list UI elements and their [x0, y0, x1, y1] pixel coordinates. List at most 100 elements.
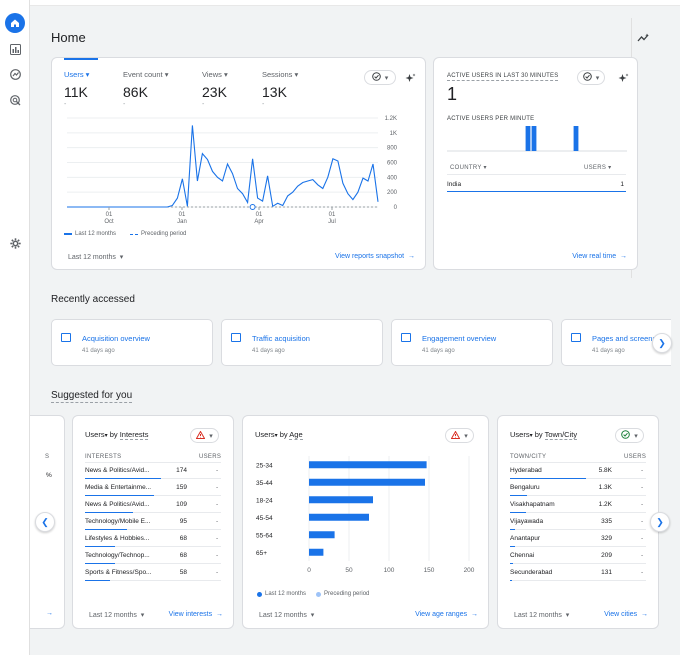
age-category-label: 25-34: [256, 462, 273, 469]
table-row-value: 109: [176, 501, 187, 508]
metric-views[interactable]: Views ▾ 23K -: [202, 70, 228, 108]
col-country[interactable]: COUNTRY ▾: [450, 165, 487, 171]
recent-item-title: Engagement overview: [422, 334, 497, 343]
view-age-ranges-link[interactable]: View age ranges →: [415, 611, 478, 618]
recent-item-acquisition-overview[interactable]: Acquisition overview 41 days ago: [51, 319, 213, 366]
hover-point[interactable]: [249, 204, 256, 210]
age-bar[interactable]: [309, 496, 373, 504]
realtime-row-users: 1: [620, 181, 624, 188]
view-real-time-link[interactable]: View real time →: [572, 253, 627, 260]
report-icon: [61, 333, 71, 342]
age-category-label: 55-64: [256, 532, 273, 539]
metric-sessions[interactable]: Sessions ▾ 13K -: [262, 70, 299, 108]
date-range-label: Last 12 months: [514, 612, 562, 619]
minute-bar[interactable]: [573, 126, 579, 151]
series-line-users: [67, 125, 379, 208]
settings-gear-icon[interactable]: [5, 233, 25, 253]
sparkle-icon[interactable]: [405, 71, 416, 89]
row-share-bar: [85, 512, 133, 513]
title-by: by: [109, 430, 118, 439]
chevron-down-icon: ▾: [464, 432, 468, 440]
legend-current-label: Last 12 months: [75, 231, 117, 237]
divider: [447, 174, 626, 175]
left-nav-rail: [0, 0, 30, 655]
row-share-bar: [510, 529, 515, 530]
age-category-label: 65+: [256, 550, 267, 557]
compare-dropdown[interactable]: ▾: [364, 70, 396, 85]
advertising-icon[interactable]: [5, 90, 25, 110]
view-cities-link[interactable]: View cities →: [604, 611, 648, 618]
suggested-next-button[interactable]: ❯: [650, 512, 670, 532]
overview-date-range[interactable]: Last 12 months ▾: [68, 254, 124, 261]
table-row-name: News & Politics/Avid...: [85, 467, 150, 474]
interests-date-range[interactable]: Last 12 months ▾: [89, 612, 145, 619]
link-label: View age ranges: [415, 611, 468, 618]
row-divider: [85, 580, 221, 581]
table-row-value: 1.3K: [598, 484, 612, 491]
check-circle-icon: [621, 430, 631, 441]
y-tick-label: 1K: [390, 131, 397, 137]
title-metric[interactable]: Users: [85, 430, 105, 439]
suggested-title: Suggested for you: [51, 390, 133, 403]
row-share-bar: [85, 580, 111, 581]
age-bar[interactable]: [309, 478, 425, 486]
col-users[interactable]: USERS ▾: [584, 165, 612, 171]
table-row-value: 1.2K: [598, 501, 612, 508]
age-bar[interactable]: [309, 548, 324, 556]
minute-bar[interactable]: [531, 126, 537, 151]
cities-date-range[interactable]: Last 12 months ▾: [514, 612, 570, 619]
legend-current: Last 12 months: [257, 591, 306, 597]
page-title: Home: [51, 30, 86, 45]
row-divider: [510, 529, 646, 530]
realtime-row-country: India: [447, 181, 462, 188]
recent-item-date: 41 days ago: [82, 348, 115, 354]
explore-icon[interactable]: [5, 64, 25, 84]
suggested-prev-button[interactable]: ❮: [35, 512, 55, 532]
table-row-name: News & Politics/Avid...: [85, 501, 150, 508]
minute-bar[interactable]: [525, 126, 531, 151]
age-category-label: 45-54: [256, 515, 273, 522]
reports-icon[interactable]: [5, 39, 25, 59]
table-row-name: Sports & Fitness/Spo...: [85, 569, 152, 576]
age-date-range[interactable]: Last 12 months ▾: [259, 612, 315, 619]
view-reports-snapshot-link[interactable]: View reports snapshot →: [334, 253, 415, 260]
per-minute-label: ACTIVE USERS PER MINUTE: [447, 116, 535, 122]
y-tick-label: 600: [387, 161, 398, 167]
metric-users[interactable]: Users ▾ 11K -: [64, 70, 90, 108]
title-dimension: Town/City: [544, 430, 578, 440]
view-interests-link[interactable]: View interests →: [168, 611, 223, 618]
realtime-row-bar: [447, 191, 626, 192]
age-bar[interactable]: [309, 513, 369, 521]
recent-item-traffic-acquisition[interactable]: Traffic acquisition 41 days ago: [221, 319, 383, 366]
metric-value: 13K: [262, 84, 287, 100]
recent-item-engagement-overview[interactable]: Engagement overview 41 days ago: [391, 319, 553, 366]
title-metric[interactable]: Users: [510, 430, 530, 439]
legend-current-label: Last 12 months: [265, 591, 307, 597]
table-row-change: -: [216, 518, 219, 525]
realtime-compare-dropdown[interactable]: ▾: [577, 70, 605, 85]
sparkle-icon[interactable]: [618, 71, 629, 89]
row-share-bar: [510, 546, 515, 547]
metric-event-count[interactable]: Event count ▾ 86K -: [123, 70, 169, 108]
table-row-name: Technology/Technop...: [85, 552, 150, 559]
interests-alert-dropdown[interactable]: ▾: [190, 428, 219, 443]
recent-next-button[interactable]: ❯: [652, 333, 672, 353]
age-alert-dropdown[interactable]: ▾: [445, 428, 474, 443]
insights-icon[interactable]: [637, 30, 650, 48]
table-row-value: 58: [179, 569, 187, 576]
home-icon[interactable]: [5, 13, 25, 33]
legend-previous: Preceding period: [316, 591, 369, 597]
title-metric[interactable]: Users: [255, 430, 275, 439]
metric-label: Views: [202, 70, 222, 79]
chevron-down-icon: ▾: [384, 74, 389, 82]
partial-link-arrow[interactable]: →: [46, 610, 53, 617]
age-bar[interactable]: [309, 461, 427, 469]
link-label: View reports snapshot: [334, 253, 405, 260]
col-users-label: USERS: [584, 165, 607, 171]
recent-item-date: 41 days ago: [252, 348, 285, 354]
table-row-change: -: [641, 569, 644, 576]
cities-compare-dropdown[interactable]: ▾: [615, 428, 644, 443]
age-bar[interactable]: [309, 531, 335, 539]
row-divider: [85, 563, 221, 564]
